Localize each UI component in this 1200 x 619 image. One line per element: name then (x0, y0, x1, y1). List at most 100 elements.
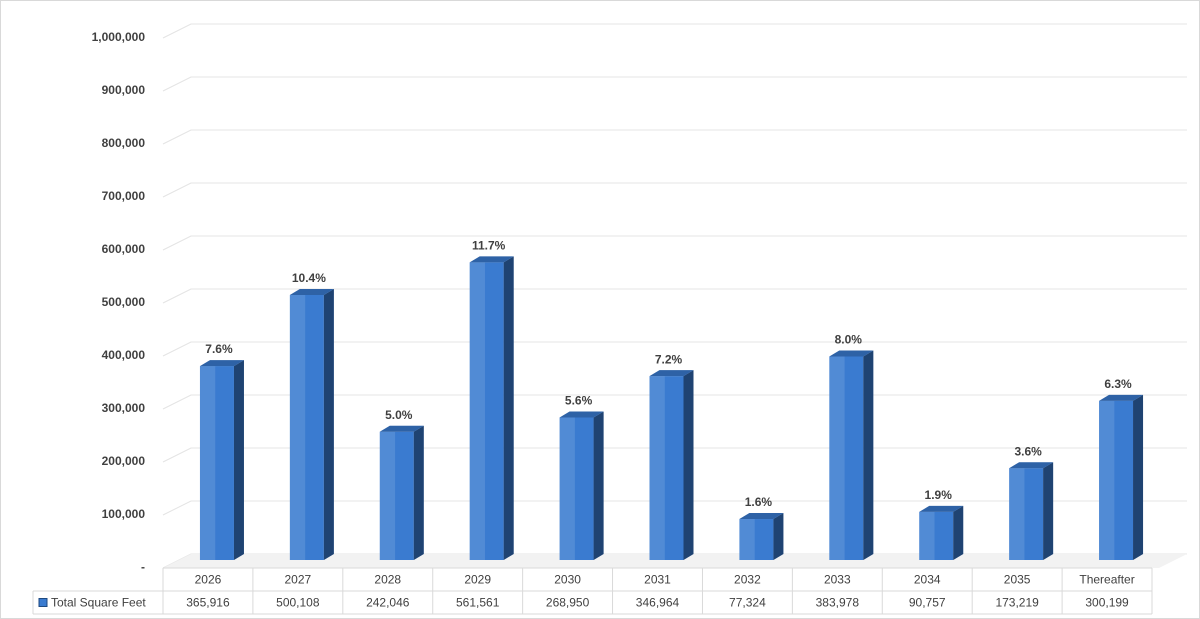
bar-side-shade (593, 411, 604, 560)
bar-front (739, 519, 774, 560)
bar-side (683, 370, 694, 560)
data-label: 6.3% (1104, 377, 1132, 391)
bar (739, 513, 784, 560)
x-tick-label: 2029 (464, 573, 491, 587)
data-label: 8.0% (835, 333, 863, 347)
bar-front (199, 366, 234, 560)
data-label: 7.2% (655, 352, 683, 366)
bar-highlight (379, 431, 396, 560)
bar-front (1009, 468, 1044, 560)
data-label: 10.4% (292, 271, 326, 285)
bar-front (1099, 400, 1134, 560)
bar-side (323, 288, 334, 560)
bar-top (469, 256, 514, 263)
bar-side-shade (683, 370, 694, 560)
bar-highlight (1009, 468, 1025, 560)
bar (649, 370, 694, 560)
bar-highlight (1099, 400, 1115, 560)
x-tick-label: 2026 (195, 573, 222, 587)
y-tick-label: 800,000 (102, 136, 146, 150)
bar-top-shade (1009, 462, 1054, 469)
bar-top (559, 411, 604, 418)
table-value: 77,324 (729, 596, 766, 610)
x-tick-label: 2030 (554, 573, 581, 587)
data-label: 5.6% (565, 394, 593, 408)
y-tick-label: 1,000,000 (92, 30, 146, 44)
bar-side (413, 425, 424, 560)
table-value: 90,757 (909, 596, 946, 610)
bar-side (233, 360, 244, 560)
table-value: 365,916 (186, 596, 230, 610)
bar-top-shade (469, 256, 514, 263)
bar (1009, 462, 1054, 560)
bar-side (953, 505, 964, 560)
grid-line (162, 23, 1187, 39)
bar-side-shade (953, 505, 964, 560)
bar (199, 360, 244, 560)
bar-side (503, 256, 514, 560)
bar (559, 411, 604, 560)
bar-highlight (649, 376, 665, 560)
bar-top-shade (829, 350, 874, 357)
bar-top-shade (649, 370, 694, 377)
bar-front (649, 376, 684, 560)
y-tick-label: 200,000 (102, 454, 146, 468)
bar-top (1009, 462, 1054, 469)
bar-top-shade (199, 360, 244, 367)
y-tick-label: 100,000 (102, 507, 146, 521)
bar-highlight (199, 366, 216, 560)
bar-side-shade (863, 350, 874, 560)
bar (469, 256, 514, 560)
x-tick-label: 2028 (374, 573, 401, 587)
bar-side (863, 350, 874, 560)
bar (289, 288, 334, 560)
y-tick-label: 700,000 (102, 189, 146, 203)
bar-front (469, 262, 504, 560)
bar-front (829, 356, 864, 560)
grid-line (162, 288, 1187, 304)
bar-side (593, 411, 604, 560)
bar-front (559, 417, 594, 560)
bar-side-shade (503, 256, 514, 560)
grid-line (162, 76, 1187, 92)
bar (829, 350, 874, 560)
bar-front (919, 511, 954, 560)
table-value: 500,108 (276, 596, 320, 610)
bar-highlight (829, 356, 845, 560)
bar-top-shade (919, 505, 964, 512)
y-tick-label: 900,000 (102, 83, 146, 97)
table-value: 268,950 (546, 596, 590, 610)
bar (1099, 394, 1144, 560)
bar-top-shade (379, 425, 424, 432)
bar-top (829, 350, 874, 357)
table-value: 300,199 (1085, 596, 1129, 610)
bar-highlight (739, 519, 755, 560)
x-tick-label: 2032 (734, 573, 761, 587)
bar-top (739, 513, 784, 520)
y-tick-label: 400,000 (102, 348, 146, 362)
bar-top (289, 288, 334, 295)
bar (919, 505, 964, 560)
data-label: 1.9% (925, 488, 953, 502)
y-tick-label: 600,000 (102, 242, 146, 256)
data-label: 1.6% (745, 495, 773, 509)
bar-side (1043, 462, 1054, 560)
bar-side-shade (773, 513, 784, 560)
bar-front (289, 294, 324, 560)
table-value: 173,219 (995, 596, 1039, 610)
bar-top (649, 370, 694, 377)
x-tick-label: 2034 (914, 573, 941, 587)
bar-top-shade (739, 513, 784, 520)
bar-highlight (919, 511, 935, 560)
bar-highlight (289, 294, 306, 560)
grid-line (162, 129, 1187, 145)
bar-side (773, 513, 784, 560)
table-value: 346,964 (636, 596, 680, 610)
bar-highlight (559, 417, 575, 560)
x-tick-label: 2035 (1004, 573, 1031, 587)
data-label: 3.6% (1014, 444, 1042, 458)
y-tick-label: 500,000 (102, 295, 146, 309)
bar-side-shade (233, 360, 244, 560)
bar-top-shade (289, 288, 334, 295)
legend-swatch (38, 598, 48, 607)
